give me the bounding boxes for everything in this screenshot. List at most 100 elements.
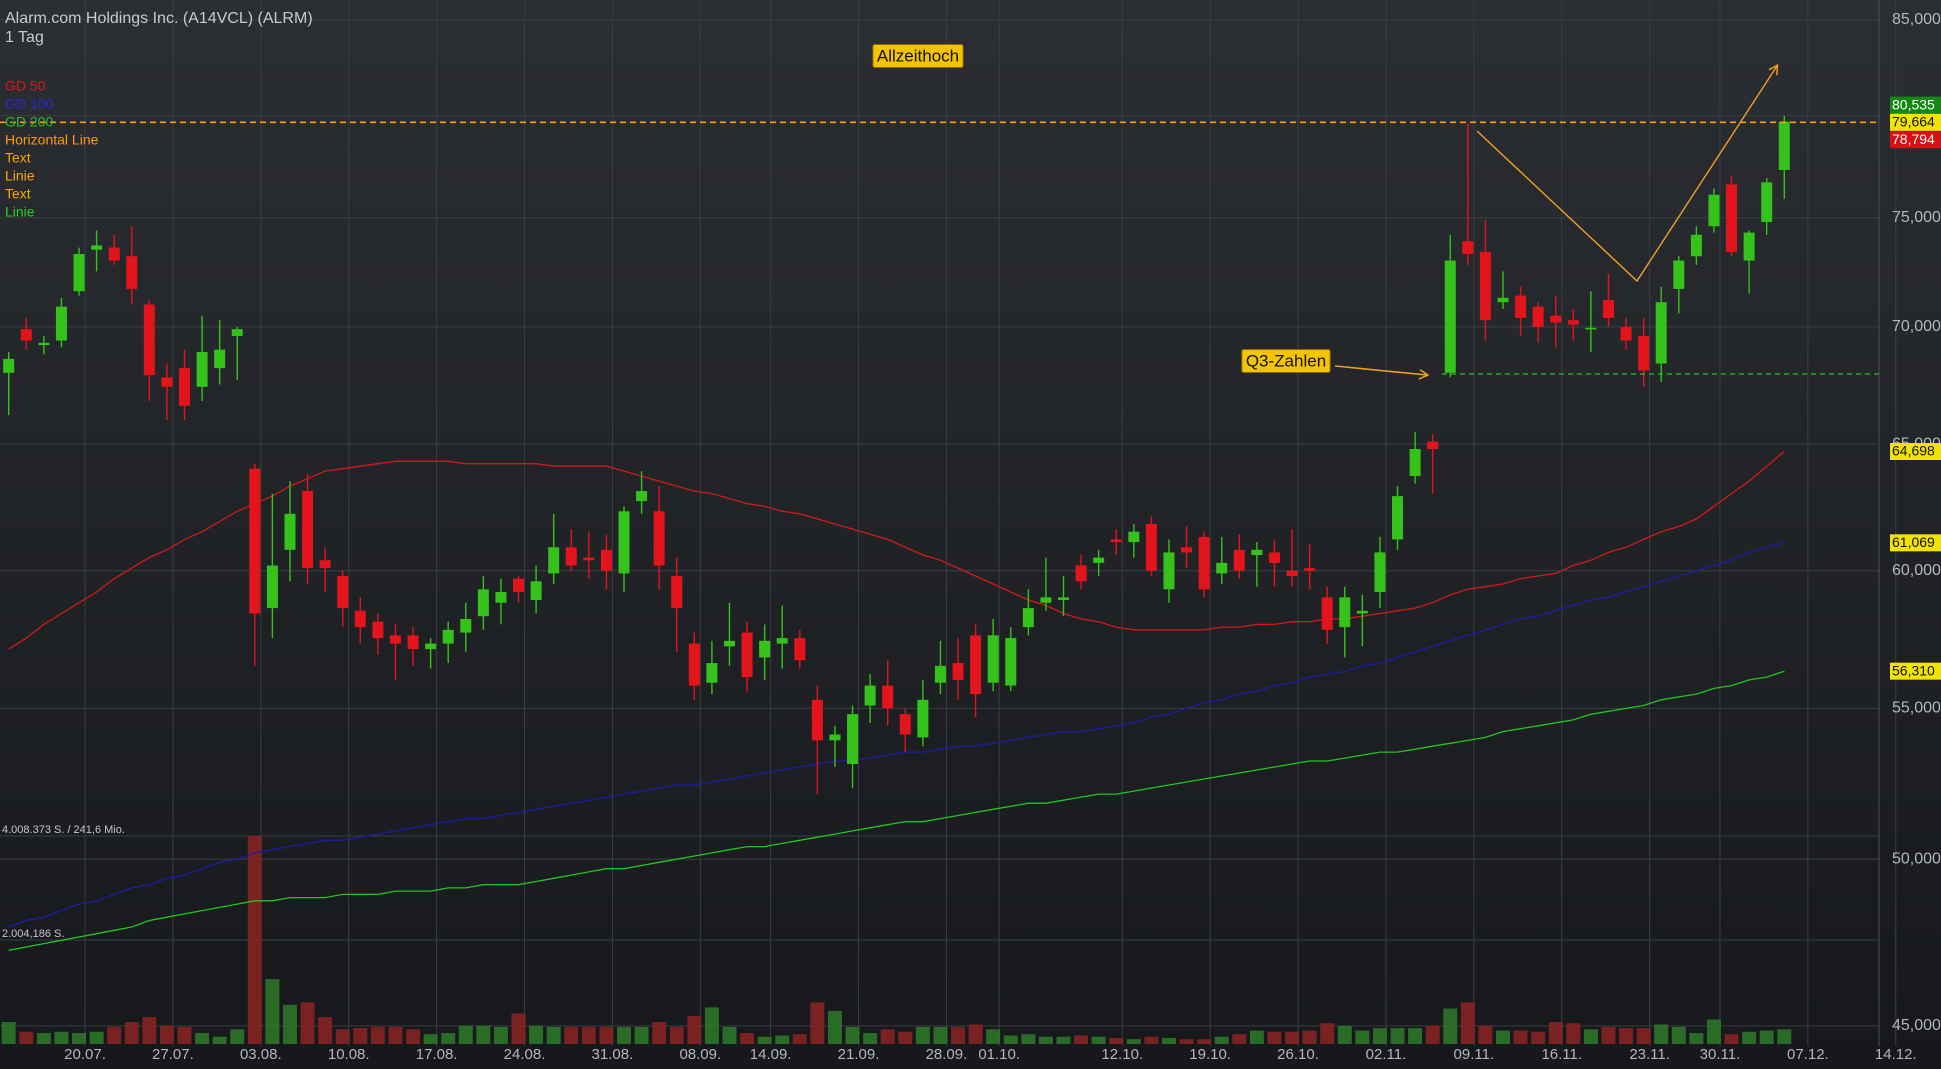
y-tick-label: 60,000 [1892, 562, 1941, 579]
volume-bar [1003, 1035, 1018, 1044]
volume-bar [1583, 1029, 1598, 1044]
x-tick-label: 28.09. [926, 1046, 968, 1063]
candle-body [1198, 536, 1210, 590]
candle-body [1339, 597, 1351, 628]
candle-body [179, 368, 190, 406]
price-label-box [1890, 662, 1941, 680]
legend-entry: Linie [5, 168, 35, 184]
candle-body [1233, 549, 1245, 571]
candle-body [1093, 557, 1105, 563]
x-tick-label: 02.11. [1366, 1046, 1407, 1063]
candle-body [653, 511, 665, 566]
candle-body [55, 306, 67, 341]
volume-bar [863, 1032, 878, 1044]
chart-subtitle: 1 Tag [5, 29, 44, 46]
candle-body [899, 714, 911, 735]
x-tick-label: 03.08. [240, 1046, 282, 1063]
volume-bar [1654, 1024, 1669, 1044]
volume-bar [1320, 1023, 1335, 1044]
candle-body [636, 491, 648, 502]
volume-bar [1337, 1025, 1352, 1044]
candle-body [1726, 184, 1738, 252]
volume-bar [353, 1028, 368, 1044]
candle-body [1374, 552, 1386, 592]
legend-entry: Text [5, 186, 31, 202]
volume-bar [845, 1026, 860, 1044]
candle-body [1479, 251, 1491, 321]
x-tick-label: 24.08. [504, 1046, 546, 1063]
volume-bar [230, 1029, 245, 1044]
volume-bar [546, 1026, 561, 1044]
candle-body [425, 643, 437, 650]
volume-bar [300, 1002, 315, 1044]
price-label: 64,698 [1892, 443, 1935, 459]
volume-bar [634, 1026, 649, 1044]
candle-body [1392, 496, 1404, 540]
volume-bar [687, 1015, 702, 1044]
x-tick-label: 08.09. [679, 1046, 721, 1063]
x-tick-label: 31.08. [592, 1046, 634, 1063]
volume-bar [247, 836, 262, 1044]
volume-bar [1531, 1031, 1546, 1044]
trend-line [1476, 66, 1777, 283]
candle-body [302, 491, 314, 569]
candle-body [1673, 260, 1685, 289]
volume-bar [265, 979, 280, 1044]
candle-body [1638, 335, 1650, 371]
candle-body [1075, 565, 1087, 582]
candle-body [548, 547, 560, 574]
volume-panel [1, 836, 1792, 1044]
volume-bar [898, 1031, 913, 1044]
candle-body [1145, 524, 1157, 571]
candle-body [1515, 295, 1527, 318]
candle-body [1022, 608, 1034, 628]
volume-bar [388, 1026, 403, 1044]
volume-bar [1513, 1030, 1528, 1044]
volume-bar [986, 1029, 1001, 1044]
volume-bar [1126, 1039, 1141, 1044]
candle-body [1532, 306, 1544, 327]
candle-body [864, 685, 876, 706]
volume-bar [318, 1017, 333, 1044]
volume-bar [370, 1026, 385, 1044]
candle-body [688, 643, 700, 686]
x-tick-label: 27.07. [152, 1046, 194, 1063]
ma-line [8, 451, 1785, 650]
volume-bar [1689, 1032, 1704, 1044]
price-label-box [1890, 443, 1941, 461]
candle-body [337, 576, 349, 609]
candle-body [1708, 194, 1720, 227]
volume-bar [1056, 1036, 1071, 1044]
volume-tick-label: 4.008.373 S. / 241,6 Mio. [2, 824, 125, 836]
candle-body [794, 638, 806, 661]
volume-bar [1038, 1036, 1053, 1044]
annotation: Q3-Zahlen [1246, 351, 1326, 370]
volume-bar [933, 1026, 948, 1044]
candle-body [231, 329, 243, 336]
price-axis: 45,00050,00055,00060,00065,00070,00075,0… [64, 11, 1941, 1063]
x-tick-label: 23.11. [1629, 1046, 1670, 1063]
price-label: 79,664 [1892, 114, 1935, 130]
candle-body [776, 638, 788, 644]
volume-bar [1390, 1028, 1405, 1044]
candle-body [1690, 234, 1702, 257]
x-tick-label: 20.07. [64, 1046, 106, 1063]
price-label-box [1890, 113, 1941, 131]
volume-bar [406, 1029, 421, 1044]
volume-bar [36, 1032, 51, 1044]
volume-bar [1302, 1030, 1317, 1044]
volume-bar [1443, 1008, 1458, 1044]
volume-bar [458, 1025, 473, 1044]
annotation-arrow [1334, 365, 1427, 375]
candle-body [1251, 549, 1263, 556]
candle-body [759, 640, 771, 658]
volume-bar [107, 1026, 122, 1044]
volume-bar [1671, 1026, 1686, 1044]
volume-bar [1197, 1039, 1212, 1044]
legend-entry: Horizontal Line [5, 132, 99, 148]
candle-body [530, 581, 542, 601]
candle-body [1409, 449, 1421, 477]
volume-bar [1601, 1026, 1616, 1044]
